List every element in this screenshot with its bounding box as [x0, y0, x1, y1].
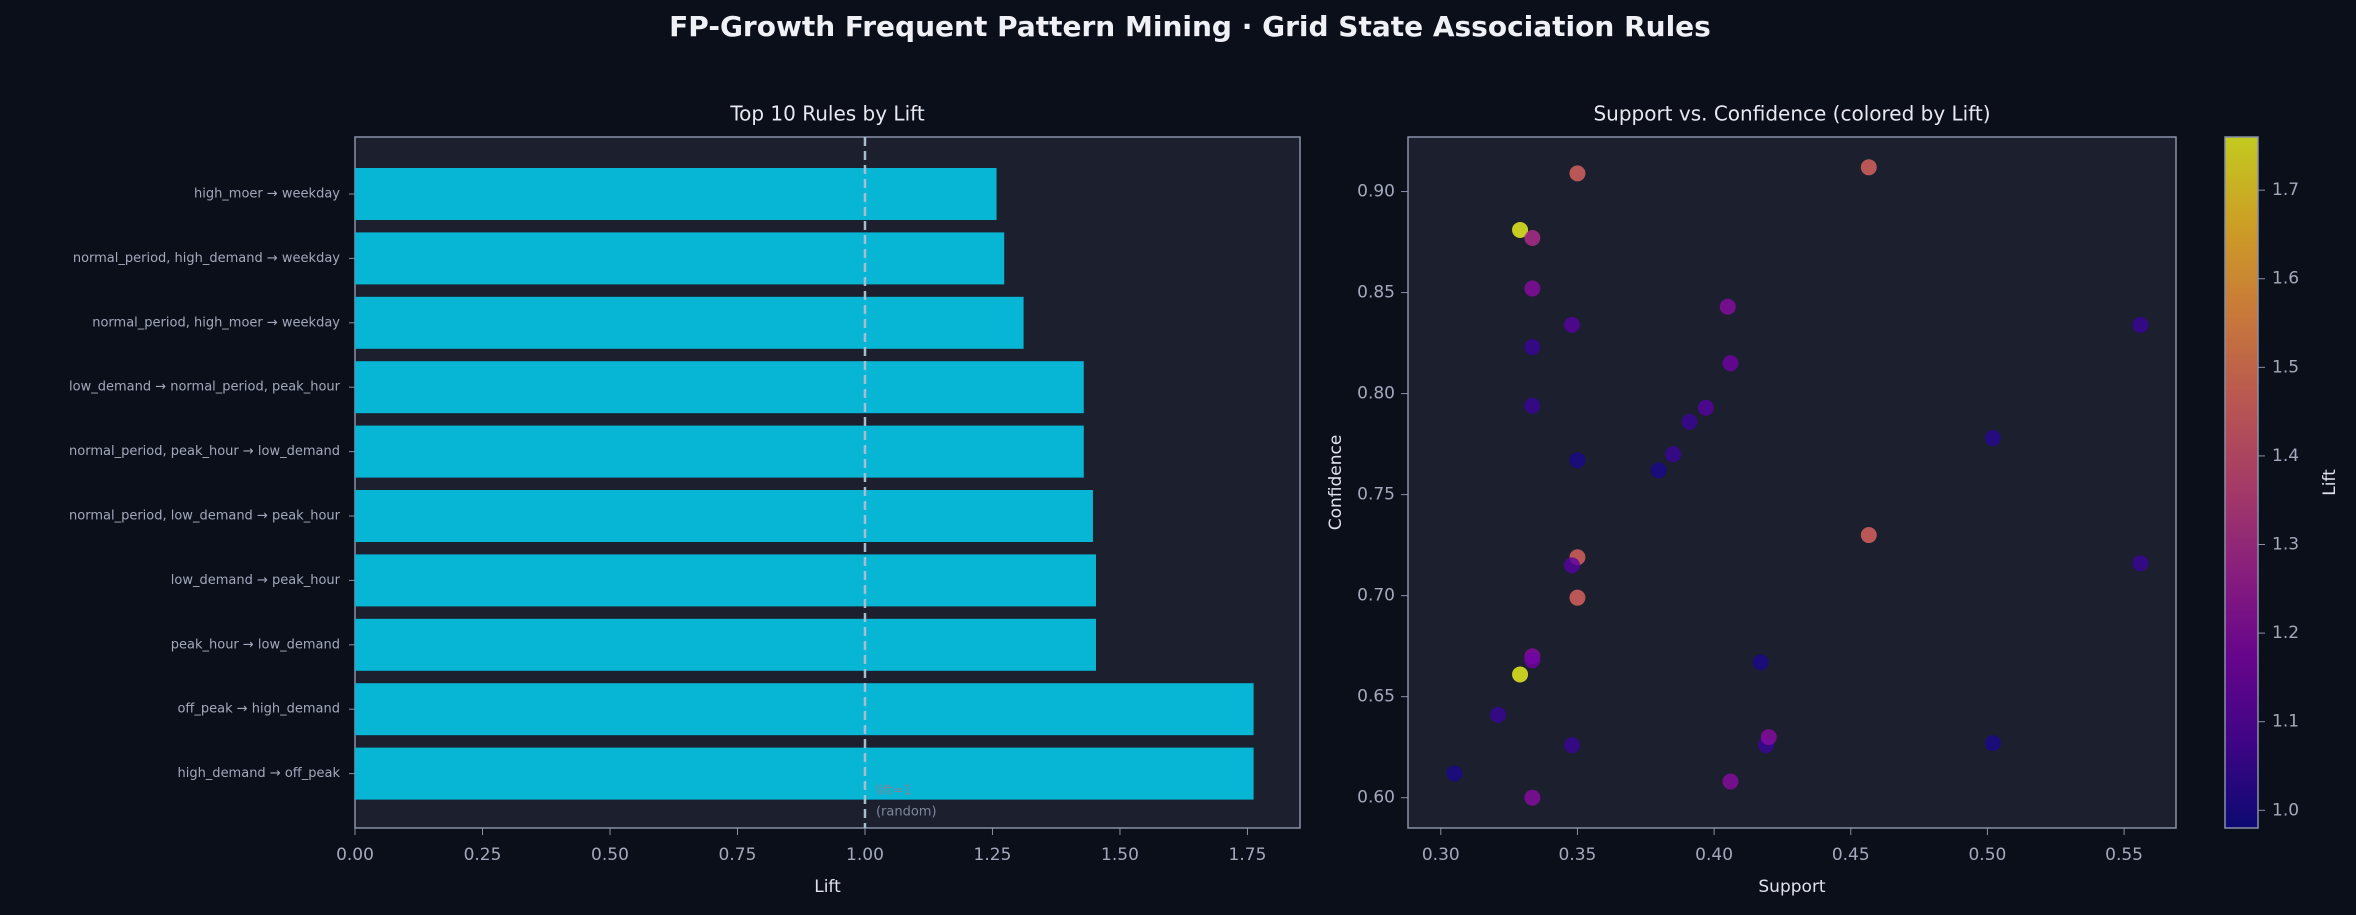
scatter-point	[1446, 765, 1463, 782]
y-tick-label: peak_hour → low_demand	[171, 637, 340, 652]
scatter-point	[1722, 773, 1739, 790]
scatter-point	[1524, 230, 1541, 247]
colorbar-tick-label: 1.0	[2272, 800, 2299, 820]
bar	[355, 361, 1084, 414]
scatter-point	[1512, 221, 1529, 238]
bar	[355, 618, 1097, 671]
x-tick-label: 0.50	[591, 845, 629, 865]
scatter-point	[1697, 399, 1714, 416]
x-tick-label: 1.50	[1101, 845, 1139, 865]
scatter-point	[1752, 654, 1769, 671]
figure-title: FP-Growth Frequent Pattern Mining · Grid…	[669, 10, 1711, 43]
chart-title: Top 10 Rules by Lift	[729, 102, 925, 126]
colorbar-tick-label: 1.3	[2272, 535, 2299, 555]
scatter-point	[1650, 462, 1667, 479]
y-tick-label: 0.85	[1357, 283, 1395, 303]
scatter-point	[1860, 527, 1877, 544]
y-tick-label: 0.75	[1357, 485, 1395, 505]
scatter-point	[1524, 789, 1541, 806]
colorbar-tick-label: 1.6	[2272, 269, 2299, 289]
scatter-point	[1722, 355, 1739, 372]
scatter-point	[1760, 729, 1777, 746]
scatter-point	[1569, 165, 1586, 182]
x-tick-label: 0.50	[1968, 845, 2006, 865]
y-tick-label: low_demand → normal_period, peak_hour	[69, 380, 341, 395]
scatter-point	[1524, 280, 1541, 297]
colorbar-label: Lift	[2320, 469, 2340, 496]
x-tick-label: 0.35	[1559, 845, 1597, 865]
scatter-point	[1563, 557, 1580, 574]
x-tick-label: 0.45	[1832, 845, 1870, 865]
y-tick-label: normal_period, high_moer → weekday	[92, 315, 340, 330]
scatter-point	[1569, 452, 1586, 469]
chart-title: Support vs. Confidence (colored by Lift)	[1593, 102, 1990, 126]
colorbar-tick-label: 1.1	[2272, 712, 2299, 732]
scatter-point	[1681, 413, 1698, 430]
scatter-point	[1984, 430, 2001, 447]
y-tick-label: normal_period, low_demand → peak_hour	[69, 509, 341, 524]
y-tick-label: off_peak → high_demand	[177, 702, 340, 717]
x-tick-label: 0.75	[719, 845, 757, 865]
colorbar-tick-label: 1.2	[2272, 623, 2299, 643]
x-tick-label: 0.30	[1422, 845, 1460, 865]
y-tick-label: high_moer → weekday	[194, 187, 340, 202]
x-tick-label: 1.75	[1229, 845, 1267, 865]
colorbar-tick-label: 1.4	[2272, 446, 2299, 466]
reference-label: (random)	[876, 805, 937, 820]
y-tick-label: 0.90	[1357, 182, 1395, 202]
bar	[355, 296, 1024, 349]
bar	[355, 232, 1005, 285]
scatter-point	[1569, 589, 1586, 606]
x-tick-label: 0.55	[2105, 845, 2143, 865]
scatter-point	[1512, 666, 1529, 683]
x-tick-label: 1.00	[846, 845, 884, 865]
scatter-point	[1563, 316, 1580, 333]
x-tick-label: 1.25	[974, 845, 1012, 865]
y-axis-label: Confidence	[1326, 435, 1346, 531]
scatter-point	[1524, 339, 1541, 356]
scatter-point	[1524, 652, 1541, 669]
scatter-point	[2132, 316, 2149, 333]
bar	[355, 747, 1254, 800]
x-axis-label: Support	[1758, 877, 1826, 897]
bar	[355, 554, 1097, 607]
colorbar-tick-label: 1.7	[2272, 180, 2299, 200]
y-tick-label: 0.80	[1357, 384, 1395, 404]
y-tick-label: low_demand → peak_hour	[171, 573, 341, 588]
scatter-point	[1665, 446, 1682, 463]
bar	[355, 425, 1084, 478]
reference-label: lift=1	[876, 784, 912, 799]
x-tick-label: 0.00	[336, 845, 374, 865]
y-tick-label: 0.60	[1357, 788, 1395, 808]
bar	[355, 168, 997, 220]
scatter-point	[1860, 159, 1877, 176]
bar	[355, 490, 1093, 542]
x-tick-label: 0.40	[1695, 845, 1733, 865]
y-tick-label: high_demand → off_peak	[177, 766, 340, 781]
x-axis-label: Lift	[814, 877, 841, 897]
y-tick-label: normal_period, high_demand → weekday	[73, 251, 340, 266]
colorbar-tick-label: 1.5	[2272, 357, 2299, 377]
scatter-point	[2132, 555, 2149, 572]
plot-area	[1407, 136, 2177, 829]
bar	[355, 683, 1254, 736]
y-tick-label: 0.65	[1357, 687, 1395, 707]
scatter-point	[1719, 298, 1736, 315]
y-tick-label: normal_period, peak_hour → low_demand	[69, 444, 340, 459]
x-tick-label: 0.25	[464, 845, 502, 865]
scatter-point	[1524, 397, 1541, 414]
colorbar	[2224, 136, 2259, 829]
y-tick-label: 0.70	[1357, 586, 1395, 606]
scatter-point	[1490, 706, 1507, 723]
scatter-point	[1984, 735, 2001, 752]
scatter-point	[1563, 737, 1580, 754]
